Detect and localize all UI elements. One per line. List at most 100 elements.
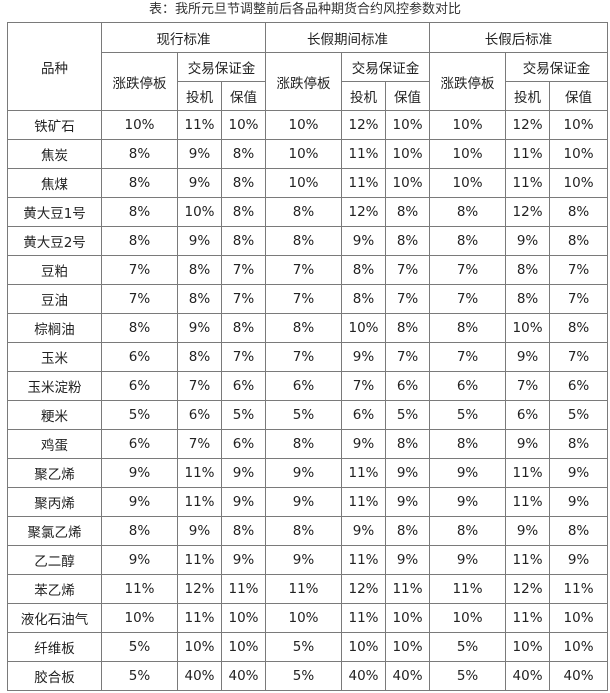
cell-post-speculation: 9% — [505, 516, 551, 546]
cell-cur-speculation: 8% — [177, 284, 222, 314]
header-speculation-post-holiday: 投机 — [505, 81, 551, 111]
cell-hol-limit: 9% — [265, 458, 343, 488]
cell-cur-speculation: 9% — [177, 139, 222, 169]
variety-name: 黄大豆2号 — [7, 226, 102, 256]
cell-post-speculation: 11% — [505, 458, 551, 488]
cell-hol-limit: 5% — [265, 632, 343, 662]
cell-post-hedging: 5% — [549, 400, 609, 430]
cell-cur-hedging: 6% — [220, 429, 267, 459]
cell-hol-limit: 7% — [265, 255, 343, 285]
cell-hol-hedging: 7% — [385, 255, 431, 285]
cell-cur-hedging: 9% — [220, 487, 267, 517]
cell-cur-speculation: 9% — [177, 168, 222, 198]
cell-post-limit: 11% — [429, 574, 507, 604]
table-row: 棕榈油 8% 9% 8% 8% 10% 8% 8% 10% 8% — [7, 313, 609, 343]
cell-cur-hedging: 7% — [220, 342, 267, 372]
cell-hol-hedging: 40% — [385, 661, 431, 691]
cell-post-limit: 7% — [429, 255, 507, 285]
cell-hol-hedging: 8% — [385, 429, 431, 459]
cell-hol-speculation: 9% — [341, 226, 387, 256]
cell-hol-limit: 9% — [265, 487, 343, 517]
cell-post-hedging: 9% — [549, 458, 609, 488]
cell-cur-hedging: 8% — [220, 516, 267, 546]
cell-hol-hedging: 8% — [385, 516, 431, 546]
cell-hol-limit: 8% — [265, 313, 343, 343]
header-group-holiday: 长假期间标准 — [265, 22, 431, 53]
cell-post-hedging: 10% — [549, 603, 609, 633]
table-row: 聚乙烯 9% 11% 9% 9% 11% 9% 9% 11% 9% — [7, 458, 609, 488]
cell-post-speculation: 7% — [505, 371, 551, 401]
cell-hol-limit: 8% — [265, 197, 343, 227]
cell-hol-speculation: 7% — [341, 371, 387, 401]
cell-cur-speculation: 8% — [177, 342, 222, 372]
cell-post-limit: 8% — [429, 226, 507, 256]
cell-post-speculation: 8% — [505, 255, 551, 285]
cell-hol-speculation: 9% — [341, 429, 387, 459]
cell-cur-hedging: 9% — [220, 458, 267, 488]
cell-hol-limit: 10% — [265, 168, 343, 198]
cell-hol-speculation: 40% — [341, 661, 387, 691]
cell-cur-speculation: 9% — [177, 226, 222, 256]
cell-post-limit: 9% — [429, 545, 507, 575]
cell-post-speculation: 6% — [505, 400, 551, 430]
cell-post-limit: 8% — [429, 197, 507, 227]
cell-hol-limit: 7% — [265, 284, 343, 314]
cell-post-speculation: 11% — [505, 487, 551, 517]
variety-name: 苯乙烯 — [7, 574, 102, 604]
cell-post-hedging: 8% — [549, 197, 609, 227]
cell-hol-speculation: 8% — [341, 284, 387, 314]
cell-hol-speculation: 11% — [341, 603, 387, 633]
cell-cur-limit: 10% — [101, 603, 178, 633]
cell-hol-hedging: 10% — [385, 603, 431, 633]
cell-post-hedging: 7% — [549, 255, 609, 285]
cell-cur-limit: 10% — [101, 110, 178, 140]
table-row: 玉米淀粉 6% 7% 6% 6% 7% 6% 6% 7% 6% — [7, 371, 609, 401]
cell-hol-speculation: 11% — [341, 139, 387, 169]
cell-post-limit: 8% — [429, 516, 507, 546]
cell-post-speculation: 12% — [505, 110, 551, 140]
cell-hol-speculation: 10% — [341, 313, 387, 343]
cell-post-limit: 10% — [429, 139, 507, 169]
cell-hol-limit: 7% — [265, 342, 343, 372]
variety-name: 胶合板 — [7, 661, 102, 691]
variety-name: 聚氯乙烯 — [7, 516, 102, 546]
table-row: 黄大豆2号 8% 9% 8% 8% 9% 8% 8% 9% 8% — [7, 226, 609, 256]
cell-cur-limit: 9% — [101, 458, 178, 488]
cell-cur-hedging: 8% — [220, 226, 267, 256]
cell-post-limit: 5% — [429, 400, 507, 430]
cell-cur-limit: 9% — [101, 487, 178, 517]
header-hedging-post-holiday: 保值 — [549, 81, 609, 111]
variety-name: 棕榈油 — [7, 313, 102, 343]
cell-hol-hedging: 7% — [385, 284, 431, 314]
cell-post-limit: 5% — [429, 661, 507, 691]
cell-cur-limit: 6% — [101, 371, 178, 401]
variety-name: 铁矿石 — [7, 110, 102, 140]
cell-post-limit: 10% — [429, 168, 507, 198]
cell-hol-speculation: 11% — [341, 545, 387, 575]
cell-post-hedging: 9% — [549, 487, 609, 517]
header-margin-post-holiday: 交易保证金 — [505, 52, 609, 82]
table-row: 焦炭 8% 9% 8% 10% 11% 10% 10% 11% 10% — [7, 139, 609, 169]
cell-cur-hedging: 6% — [220, 371, 267, 401]
cell-cur-hedging: 7% — [220, 255, 267, 285]
cell-cur-limit: 8% — [101, 168, 178, 198]
cell-hol-limit: 8% — [265, 429, 343, 459]
header-group-current: 现行标准 — [100, 22, 267, 53]
variety-name: 聚乙烯 — [7, 458, 102, 488]
cell-post-hedging: 40% — [549, 661, 609, 691]
cell-post-hedging: 11% — [549, 574, 609, 604]
cell-hol-speculation: 9% — [341, 516, 387, 546]
cell-post-speculation: 10% — [505, 632, 551, 662]
cell-hol-speculation: 12% — [341, 110, 387, 140]
cell-post-speculation: 11% — [505, 603, 551, 633]
cell-cur-limit: 8% — [101, 226, 178, 256]
cell-cur-speculation: 11% — [177, 458, 222, 488]
cell-post-hedging: 7% — [549, 342, 609, 372]
cell-cur-hedging: 10% — [220, 632, 267, 662]
cell-cur-speculation: 8% — [177, 255, 222, 285]
cell-cur-limit: 8% — [101, 313, 178, 343]
variety-name: 粳米 — [7, 400, 102, 430]
cell-cur-limit: 8% — [101, 197, 178, 227]
header-variety: 品种 — [7, 22, 102, 111]
table-row: 聚丙烯 9% 11% 9% 9% 11% 9% 9% 11% 9% — [7, 487, 609, 517]
